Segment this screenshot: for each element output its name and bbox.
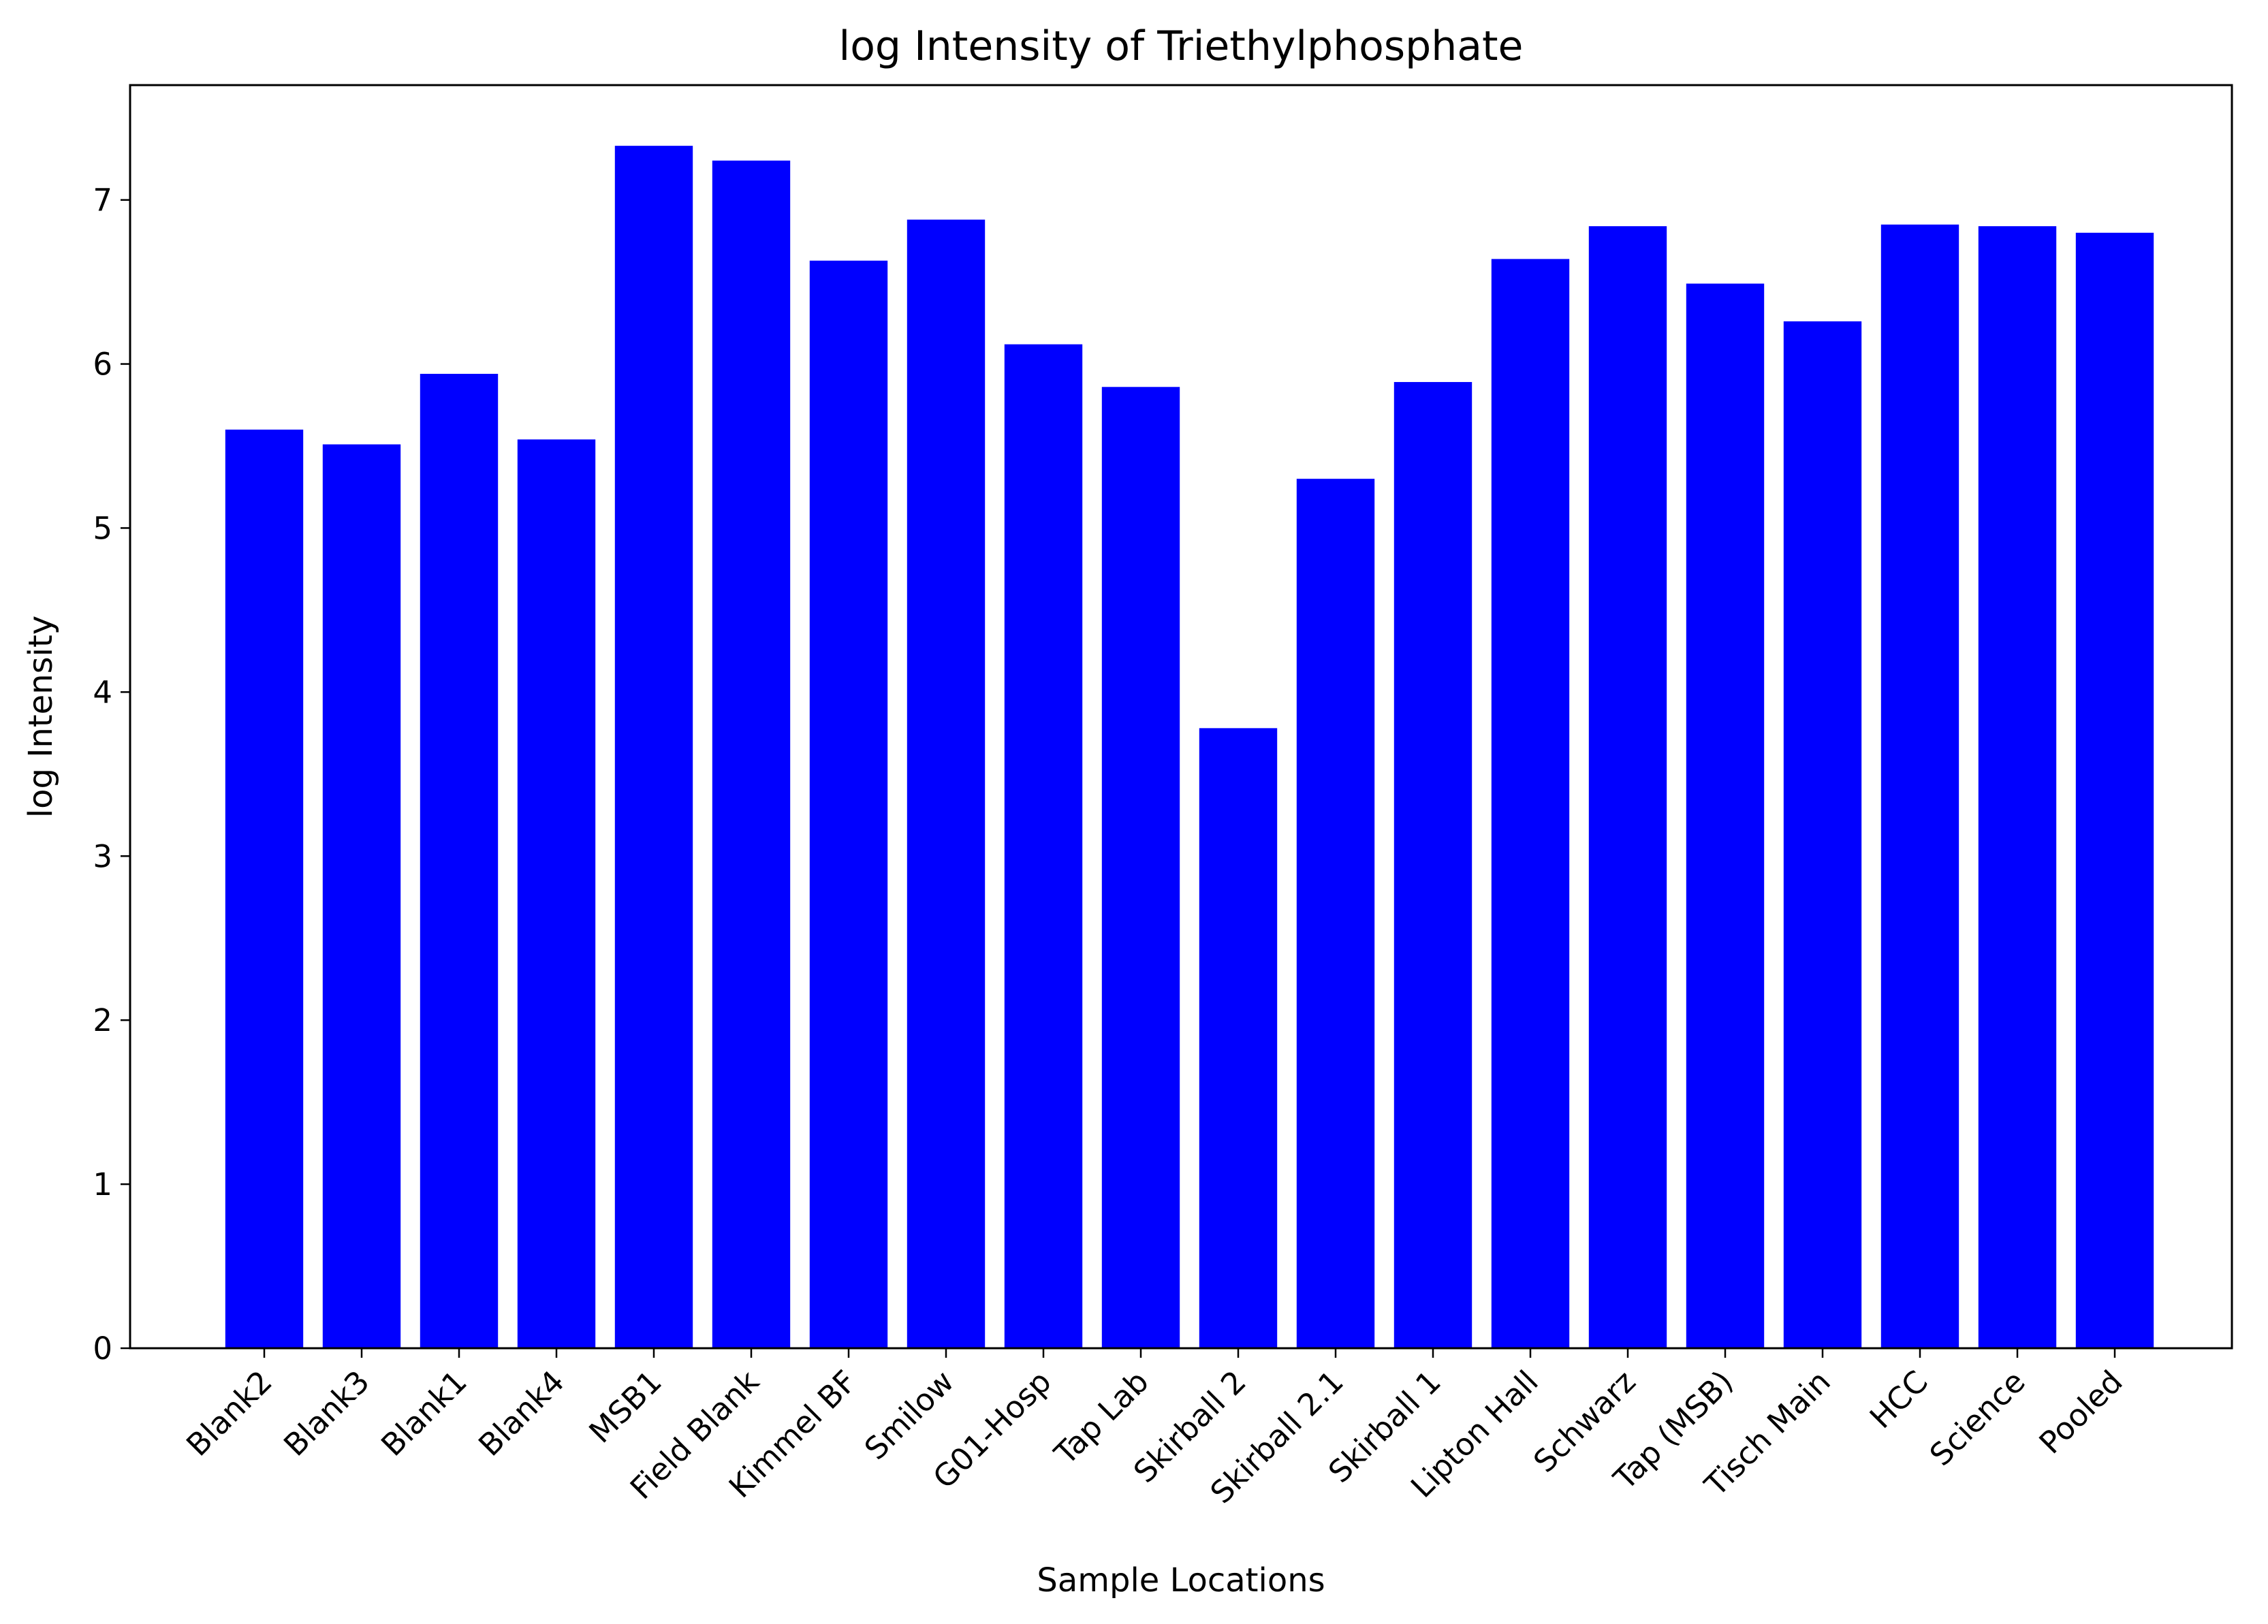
y-axis-ticks: 0 1 2 3 4 5 6 7 — [93, 182, 130, 1367]
bar — [614, 146, 693, 1349]
bar — [225, 429, 304, 1348]
y-tick-label: 6 — [93, 347, 112, 383]
bar — [1199, 728, 1278, 1348]
bar — [1393, 382, 1472, 1349]
bar — [1588, 226, 1667, 1348]
bar — [809, 260, 888, 1349]
bar — [322, 444, 401, 1349]
y-tick-label: 2 — [93, 1002, 112, 1038]
bar — [517, 439, 596, 1348]
y-tick-label: 4 — [93, 674, 112, 710]
bar — [1686, 283, 1765, 1348]
chart-title: log Intensity of Triethylphosphate — [839, 22, 1524, 70]
bar — [1101, 387, 1180, 1348]
bar — [420, 374, 499, 1348]
bar — [1004, 344, 1083, 1348]
y-tick-label: 1 — [93, 1166, 112, 1203]
y-tick-label: 7 — [93, 182, 112, 219]
bar — [1491, 259, 1570, 1348]
bar — [712, 160, 791, 1349]
bar — [1296, 479, 1375, 1348]
bar — [1978, 226, 2057, 1348]
y-axis-label: log Intensity — [22, 616, 60, 818]
plot-frame — [129, 84, 2233, 1350]
y-tick-label: 5 — [93, 510, 112, 546]
bars-group — [225, 146, 2154, 1349]
bar — [1880, 224, 1959, 1349]
y-tick-label: 3 — [93, 838, 112, 874]
y-tick-label: 0 — [93, 1331, 112, 1367]
bar — [907, 219, 986, 1349]
x-axis-label: Sample Locations — [1037, 1561, 1325, 1599]
bar — [1783, 321, 1862, 1349]
bar — [2075, 232, 2154, 1349]
